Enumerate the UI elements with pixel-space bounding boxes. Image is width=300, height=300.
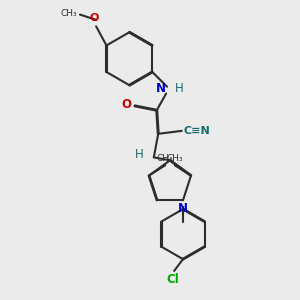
Text: H: H: [175, 82, 184, 95]
Text: O: O: [90, 14, 99, 23]
Text: CH₃: CH₃: [167, 154, 183, 163]
Text: CH₃: CH₃: [157, 154, 173, 163]
Text: N: N: [178, 202, 188, 215]
Text: O: O: [122, 98, 132, 111]
Text: C≡N: C≡N: [183, 126, 210, 136]
Text: Cl: Cl: [166, 273, 179, 286]
Text: CH₃: CH₃: [60, 9, 77, 18]
Text: H: H: [135, 148, 143, 161]
Text: N: N: [156, 82, 166, 95]
